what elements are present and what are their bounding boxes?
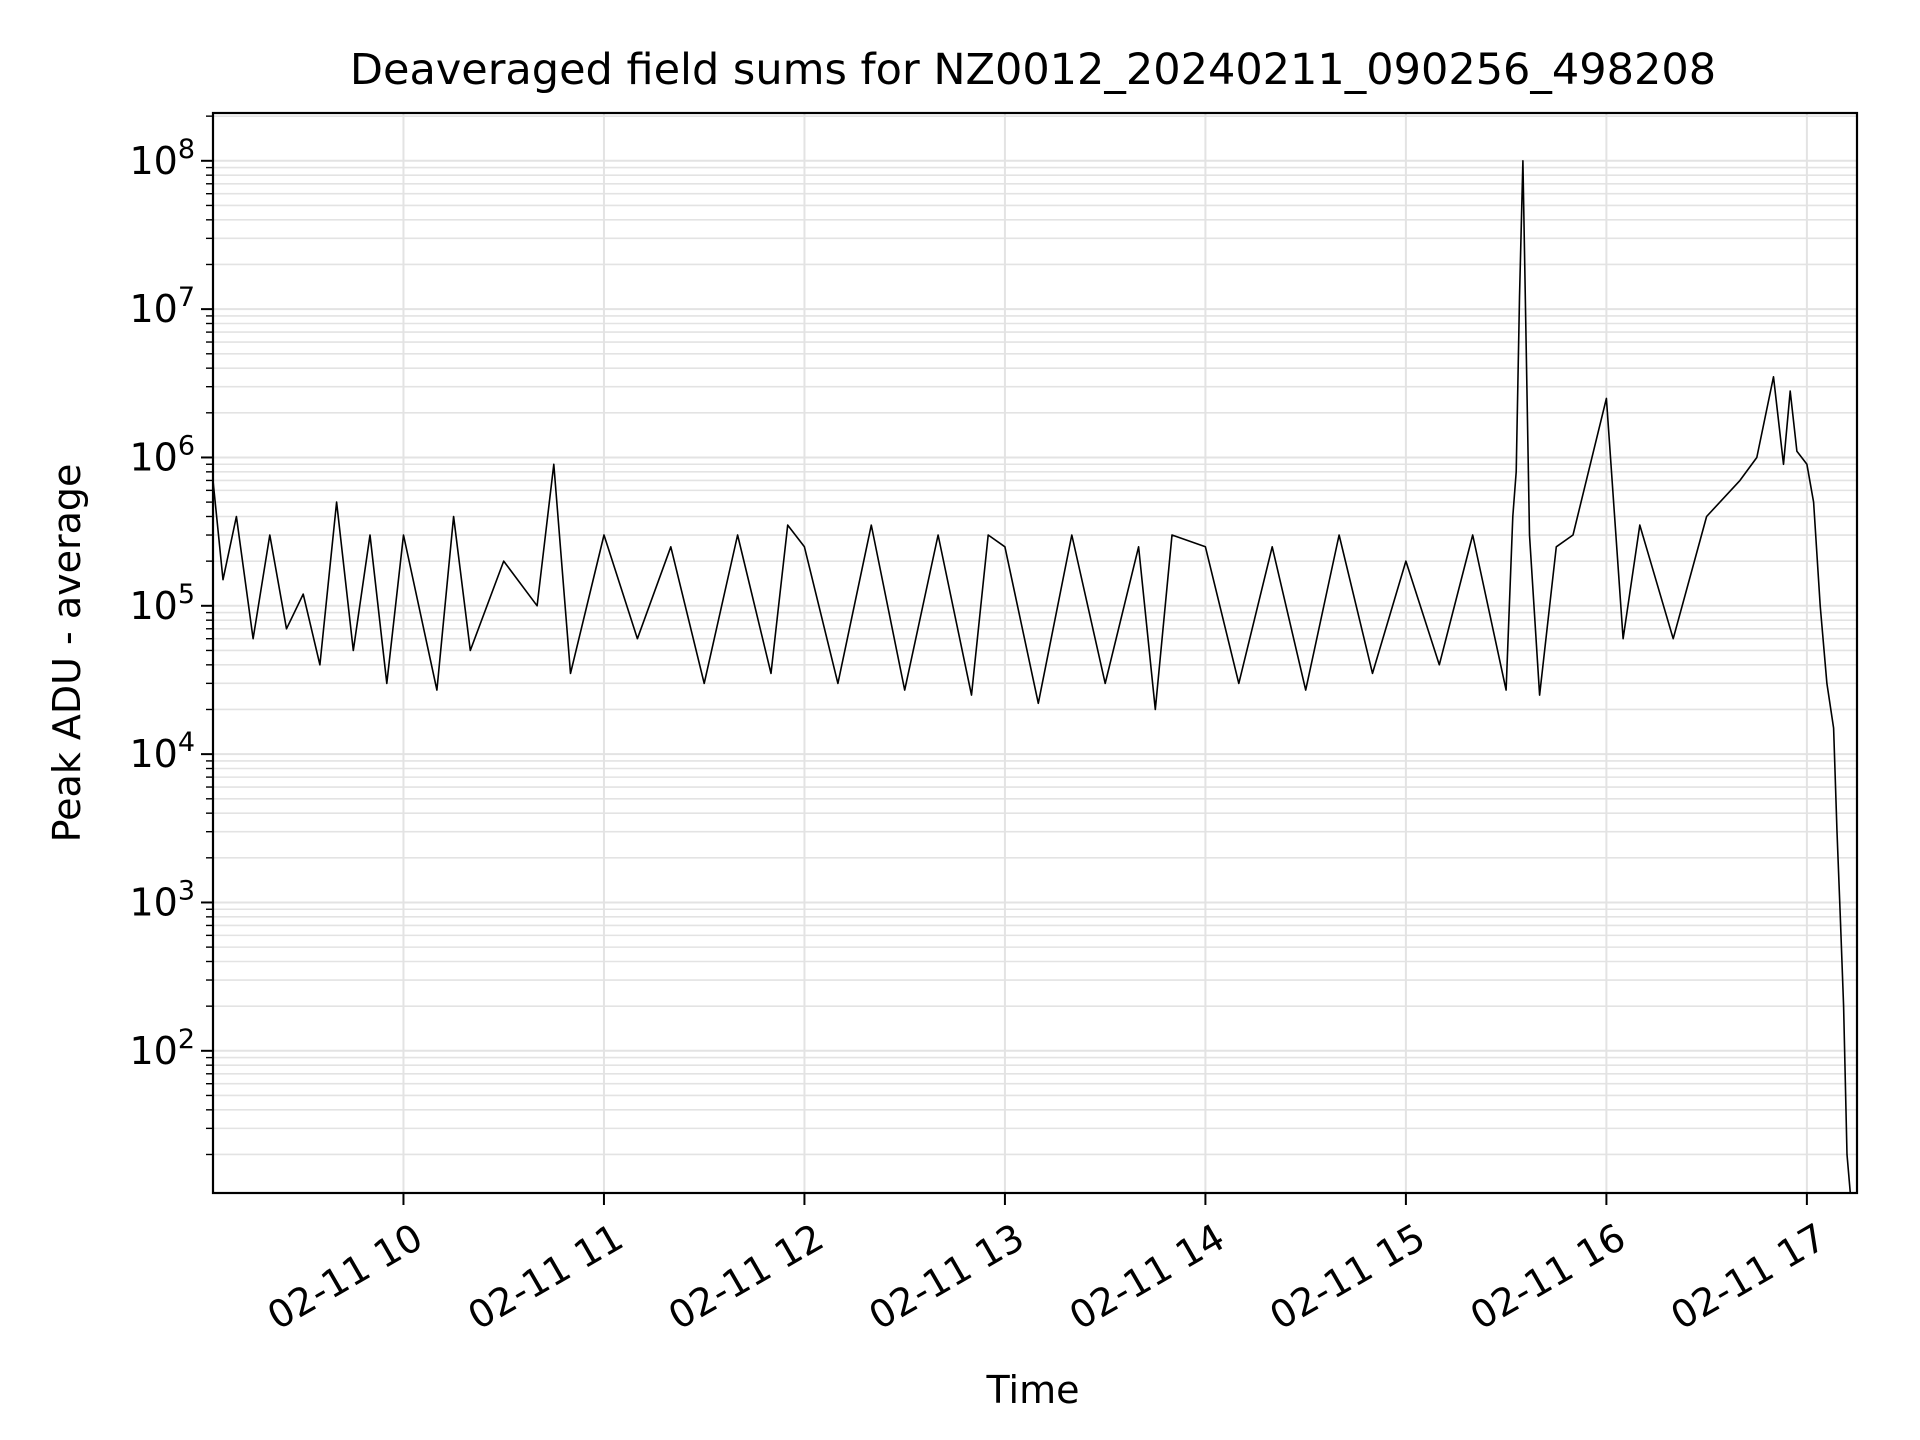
y-tick-label: 106	[129, 430, 195, 479]
y-tick-label: 102	[129, 1024, 195, 1073]
y-tick-label: 108	[129, 134, 195, 183]
x-axis-label: Time	[986, 1368, 1080, 1412]
y-tick-label: 104	[129, 727, 195, 776]
plot-frame	[211, 111, 1859, 1195]
series-line	[212, 160, 1852, 1194]
series-layer	[212, 160, 1852, 1194]
grid-lines	[213, 113, 1857, 1193]
y-axis-ticks: 102 103 104 105 106 107 108	[129, 115, 213, 1156]
y-tick-label: 103	[129, 875, 195, 924]
y-axis-label: Peak ADU - average	[45, 464, 89, 843]
y-tick-label: 107	[129, 282, 195, 331]
y-tick-label: 105	[129, 579, 195, 628]
chart-title: Deaveraged field sums for NZ0012_2024021…	[350, 45, 1716, 95]
